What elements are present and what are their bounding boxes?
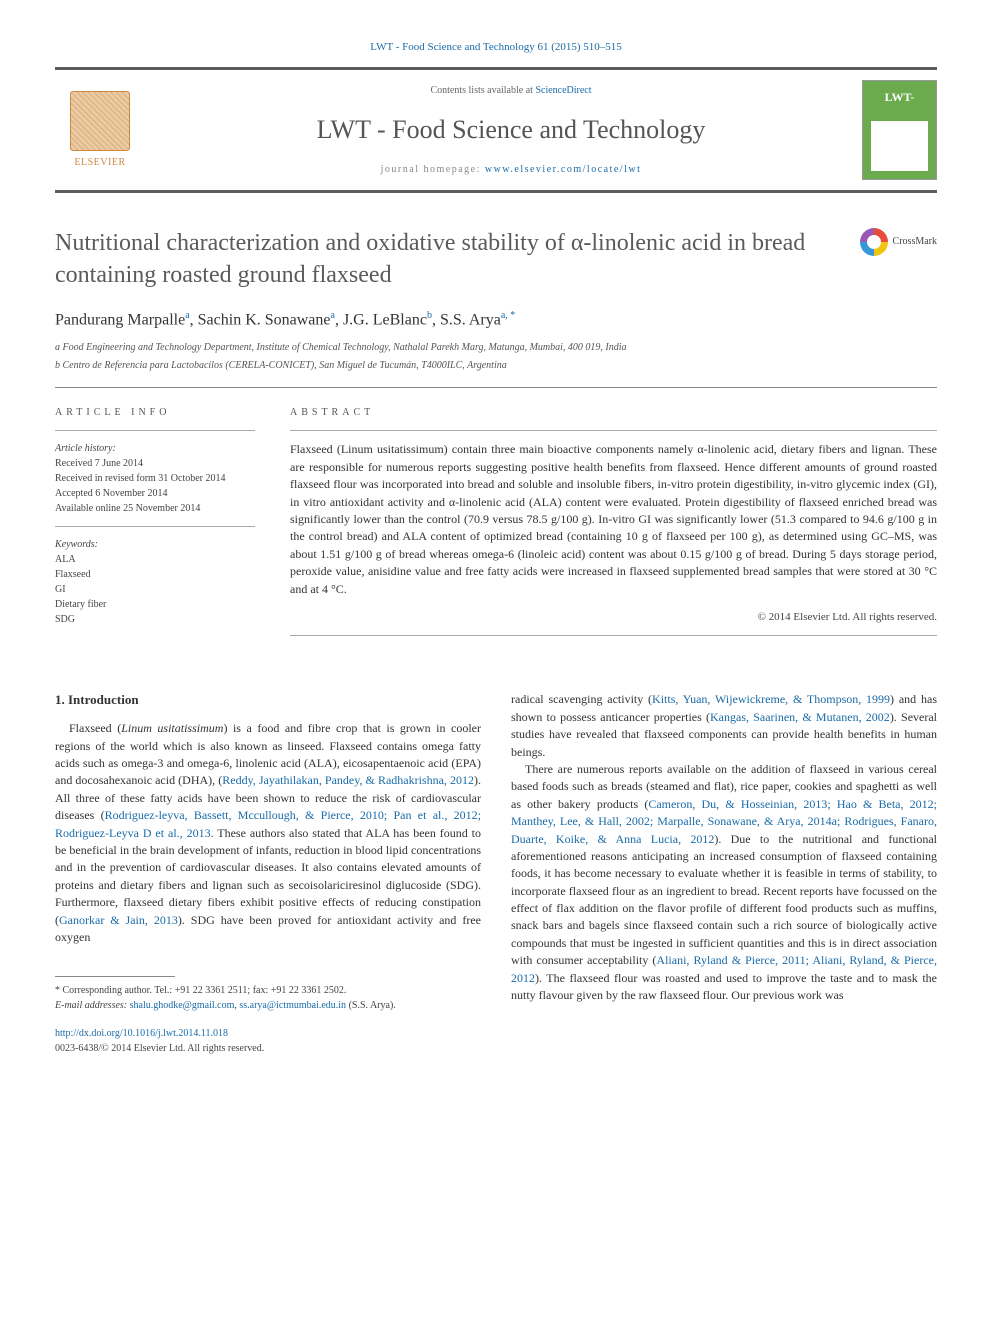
doi-block: http://dx.doi.org/10.1016/j.lwt.2014.11.… bbox=[55, 1027, 481, 1056]
homepage-link[interactable]: www.elsevier.com/locate/lwt bbox=[485, 164, 641, 175]
author-4-aff: a, * bbox=[501, 310, 515, 321]
author-1: Pandurang Marpalle bbox=[55, 311, 185, 328]
author-2: , Sachin K. Sonawane bbox=[190, 311, 331, 328]
email-label: E-mail addresses: bbox=[55, 1000, 127, 1011]
intro-para-1-cont: radical scavenging activity (Kitts, Yuan… bbox=[511, 691, 937, 761]
accepted-date: Accepted 6 November 2014 bbox=[55, 486, 255, 501]
keyword-4: Dietary fiber bbox=[55, 597, 255, 612]
abstract-text: Flaxseed (Linum usitatissimum) contain t… bbox=[290, 441, 937, 598]
footnote-separator bbox=[55, 976, 175, 977]
meta-abstract-row: ARTICLE INFO Article history: Received 7… bbox=[55, 406, 937, 646]
contents-prefix: Contents lists available at bbox=[430, 85, 535, 96]
journal-cover-thumb: LWT- bbox=[862, 80, 937, 180]
intro-para-1: Flaxseed (Linum usitatissimum) is a food… bbox=[55, 720, 481, 946]
online-date: Available online 25 November 2014 bbox=[55, 501, 255, 516]
elsevier-tree-icon bbox=[70, 91, 130, 151]
email-2[interactable]: ss.arya@ictmumbai.edu.in bbox=[239, 1000, 346, 1011]
citation-line: LWT - Food Science and Technology 61 (20… bbox=[55, 40, 937, 55]
affiliation-b: b Centro de Referencia para Lactobacilos… bbox=[55, 359, 937, 373]
abstract-copyright: © 2014 Elsevier Ltd. All rights reserved… bbox=[290, 610, 937, 625]
cover-thumb-label: LWT- bbox=[885, 89, 915, 106]
homepage-prefix: journal homepage: bbox=[381, 164, 485, 175]
article-info-label: ARTICLE INFO bbox=[55, 406, 255, 420]
crossmark-badge[interactable]: CrossMark bbox=[860, 228, 937, 256]
species-name: Linum usitatissimum bbox=[121, 721, 223, 735]
keyword-5: SDG bbox=[55, 612, 255, 627]
divider-top bbox=[55, 387, 937, 388]
elsevier-logo: ELSEVIER bbox=[55, 80, 145, 180]
sciencedirect-link[interactable]: ScienceDirect bbox=[535, 85, 591, 96]
article-title: Nutritional characterization and oxidati… bbox=[55, 228, 840, 290]
keywords-label: Keywords: bbox=[55, 537, 255, 552]
header-center: Contents lists available at ScienceDirec… bbox=[160, 84, 862, 176]
body-column-right: radical scavenging activity (Kitts, Yuan… bbox=[511, 691, 937, 1056]
elsevier-label: ELSEVIER bbox=[74, 156, 125, 170]
author-3: , J.G. LeBlanc bbox=[335, 311, 427, 328]
issn-copyright: 0023-6438/© 2014 Elsevier Ltd. All right… bbox=[55, 1042, 481, 1057]
citation-kitts[interactable]: Kitts, Yuan, Wijewickreme, & Thompson, 1… bbox=[652, 692, 890, 706]
doi-link[interactable]: http://dx.doi.org/10.1016/j.lwt.2014.11.… bbox=[55, 1028, 228, 1039]
abstract-label: ABSTRACT bbox=[290, 406, 937, 420]
homepage-line: journal homepage: www.elsevier.com/locat… bbox=[160, 163, 862, 177]
received-date: Received 7 June 2014 bbox=[55, 456, 255, 471]
intro-para-2: There are numerous reports available on … bbox=[511, 761, 937, 1004]
abstract-rule bbox=[290, 430, 937, 431]
keyword-3: GI bbox=[55, 582, 255, 597]
meta-rule-1 bbox=[55, 430, 255, 431]
footnotes: * Corresponding author. Tel.: +91 22 336… bbox=[55, 983, 481, 1013]
abstract-rule-bottom bbox=[290, 635, 937, 636]
history-label: Article history: bbox=[55, 441, 255, 456]
contents-available-line: Contents lists available at ScienceDirec… bbox=[160, 84, 862, 98]
keyword-1: ALA bbox=[55, 552, 255, 567]
meta-rule-2 bbox=[55, 526, 255, 527]
body-columns: 1. Introduction Flaxseed (Linum usitatis… bbox=[55, 691, 937, 1056]
section-1-heading: 1. Introduction bbox=[55, 691, 481, 710]
email-author: (S.S. Arya). bbox=[349, 1000, 396, 1011]
article-info-column: ARTICLE INFO Article history: Received 7… bbox=[55, 406, 255, 646]
page-container: LWT - Food Science and Technology 61 (20… bbox=[0, 0, 992, 1096]
crossmark-icon bbox=[860, 228, 888, 256]
author-4: , S.S. Arya bbox=[432, 311, 501, 328]
revised-date: Received in revised form 31 October 2014 bbox=[55, 471, 255, 486]
corresponding-author: * Corresponding author. Tel.: +91 22 336… bbox=[55, 983, 481, 998]
authors-line: Pandurang Marpallea, Sachin K. Sonawanea… bbox=[55, 309, 937, 332]
body-column-left: 1. Introduction Flaxseed (Linum usitatis… bbox=[55, 691, 481, 1056]
citation-reddy[interactable]: Reddy, Jayathilakan, Pandey, & Radhakris… bbox=[222, 773, 474, 787]
keyword-2: Flaxseed bbox=[55, 567, 255, 582]
article-history: Article history: Received 7 June 2014 Re… bbox=[55, 441, 255, 516]
journal-name: LWT - Food Science and Technology bbox=[160, 112, 862, 148]
email-line: E-mail addresses: shalu.ghodke@gmail.com… bbox=[55, 998, 481, 1013]
citation-kangas[interactable]: Kangas, Saarinen, & Mutanen, 2002 bbox=[710, 710, 890, 724]
journal-header: ELSEVIER Contents lists available at Sci… bbox=[55, 67, 937, 193]
email-1[interactable]: shalu.ghodke@gmail.com bbox=[130, 1000, 235, 1011]
abstract-column: ABSTRACT Flaxseed (Linum usitatissimum) … bbox=[290, 406, 937, 646]
citation-ganorkar[interactable]: Ganorkar & Jain, 2013 bbox=[59, 913, 178, 927]
keywords-block: Keywords: ALA Flaxseed GI Dietary fiber … bbox=[55, 537, 255, 627]
crossmark-label: CrossMark bbox=[893, 235, 937, 249]
affiliation-a: a Food Engineering and Technology Depart… bbox=[55, 341, 937, 355]
title-row: Nutritional characterization and oxidati… bbox=[55, 228, 937, 290]
